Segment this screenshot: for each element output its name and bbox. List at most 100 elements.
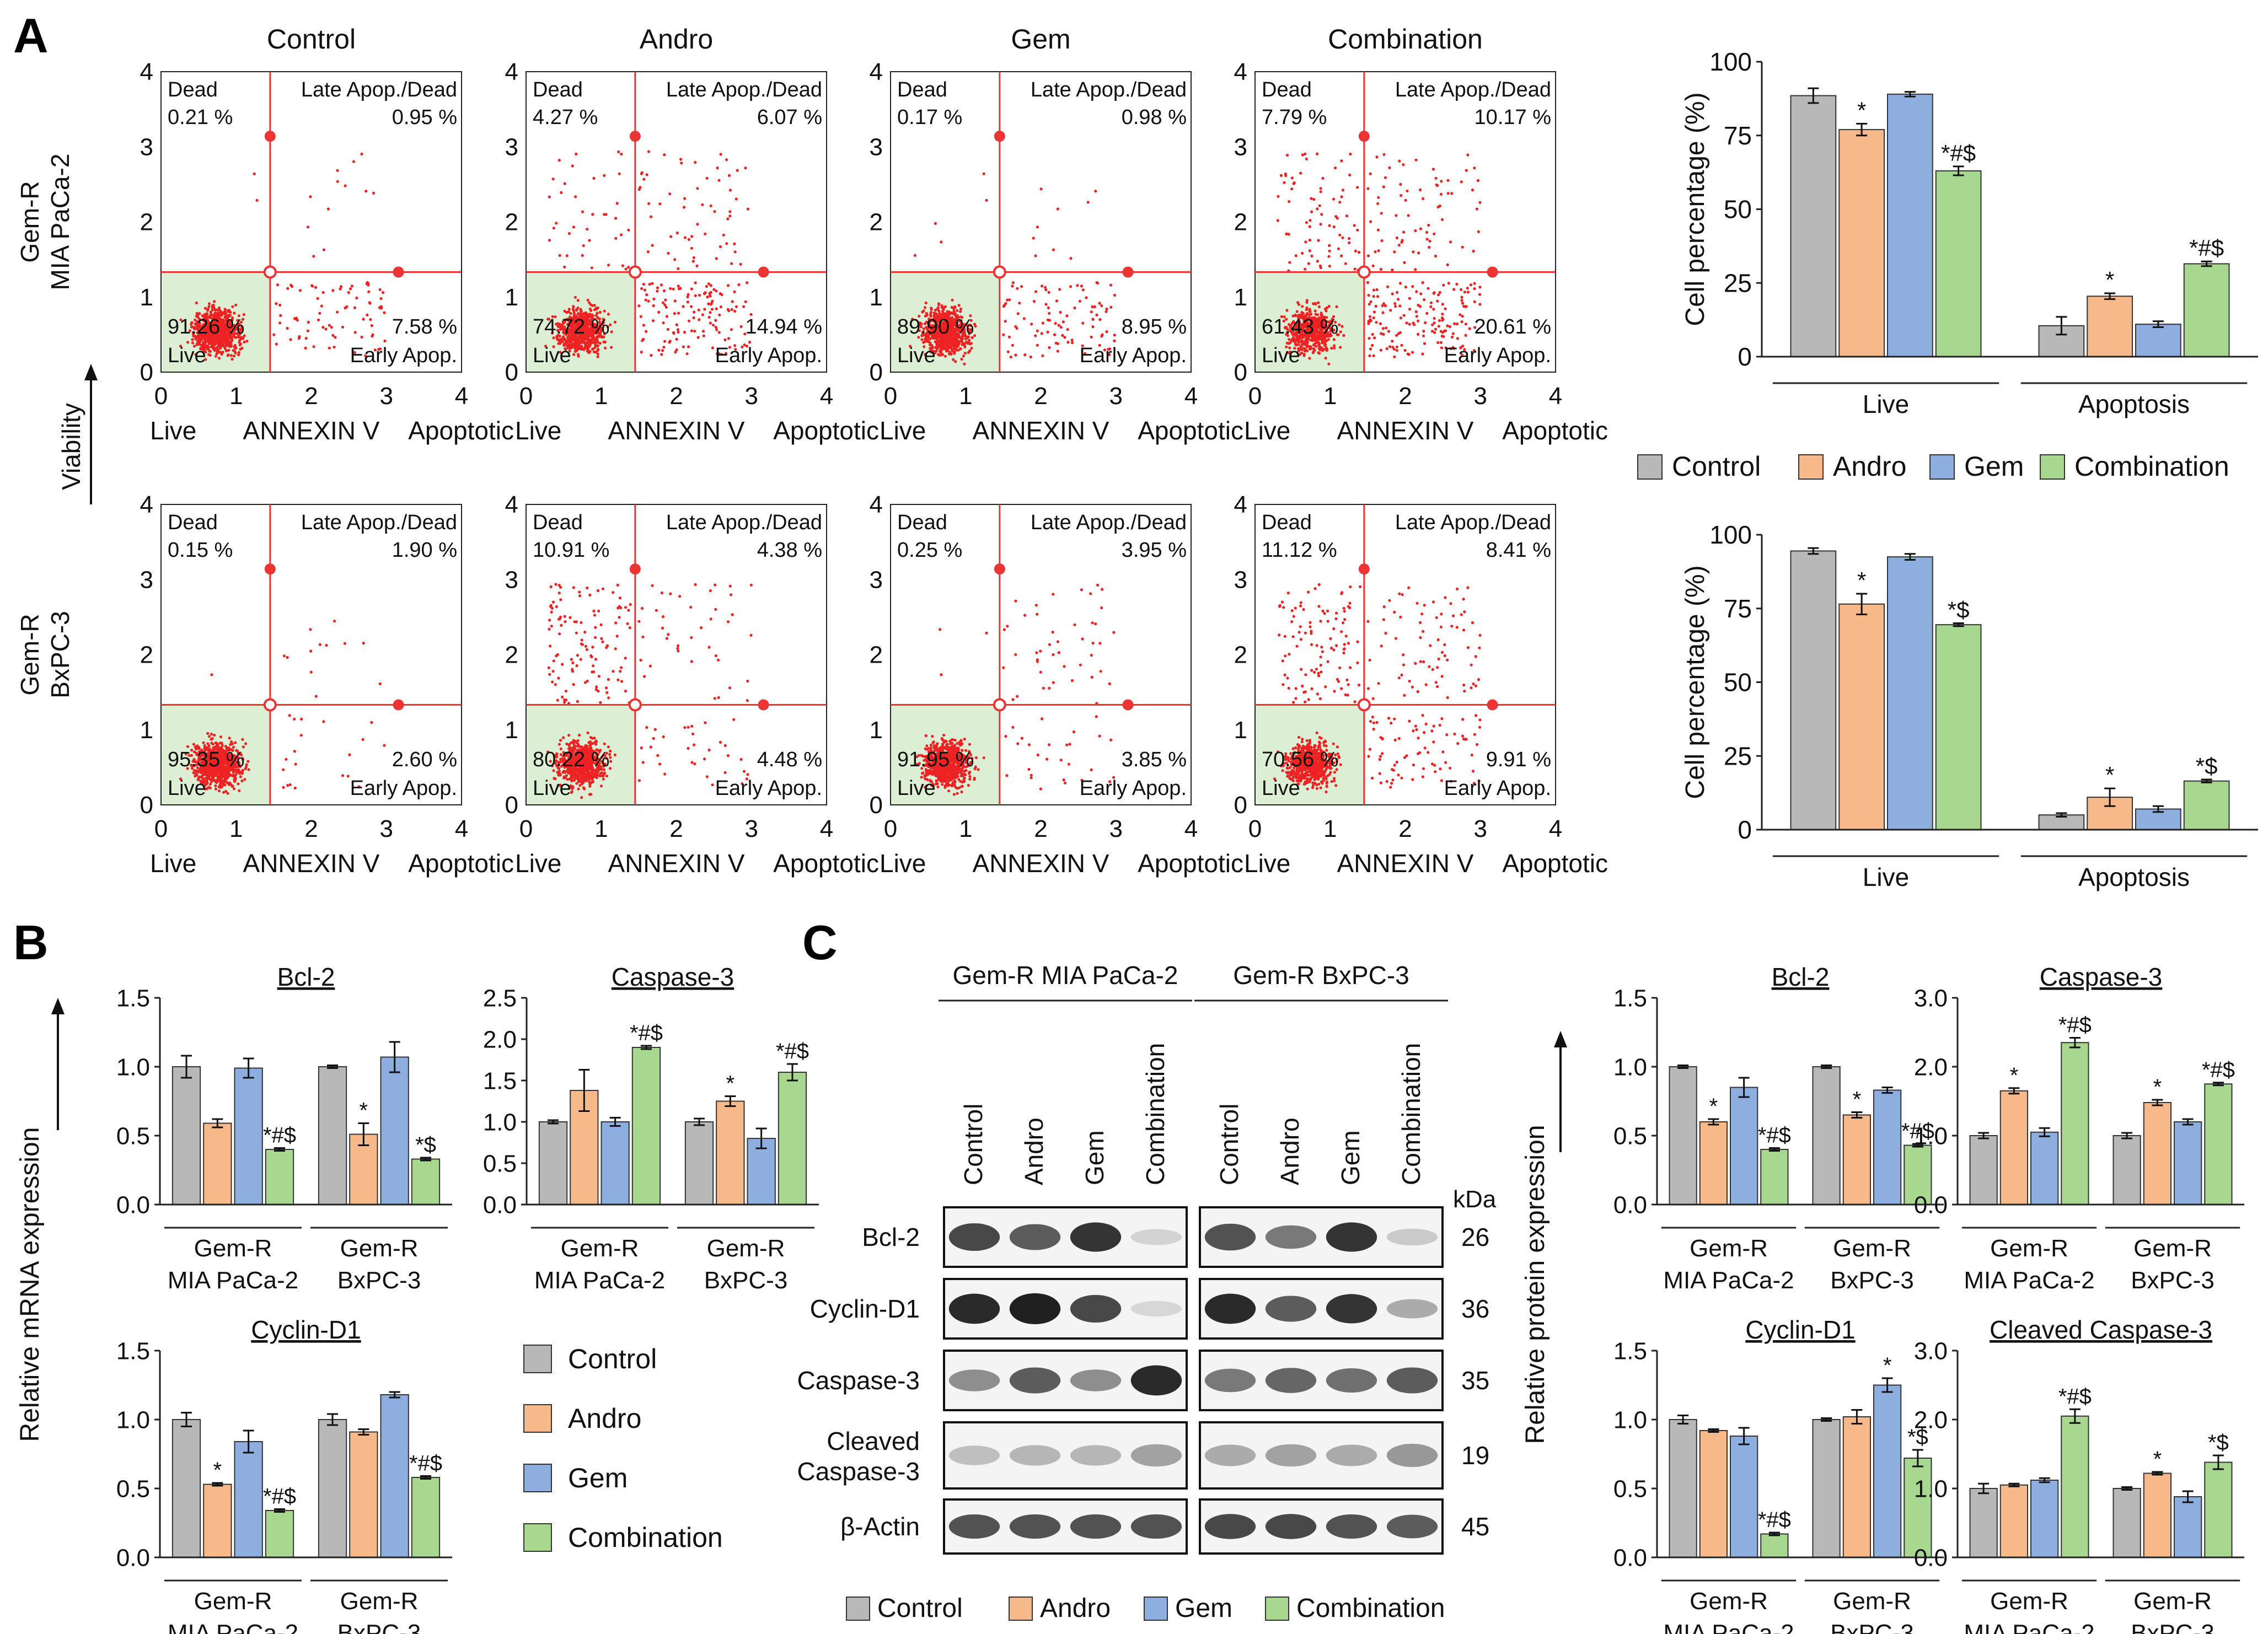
scatter-point: [557, 159, 561, 162]
scatter-point: [1288, 200, 1291, 203]
scatter-point: [1358, 251, 1361, 254]
quadrant-label-late: Late Apop./Dead: [666, 78, 822, 101]
scatter-point: [1379, 322, 1382, 325]
scatter-point: [683, 197, 687, 200]
scatter-point: [378, 682, 382, 685]
scatter-point: [1301, 305, 1304, 308]
panel-letter-a: A: [13, 8, 49, 63]
scatter-point: [1398, 331, 1402, 334]
scatter-point: [594, 743, 598, 746]
scatter-point: [719, 153, 722, 156]
scatter-point: [948, 311, 952, 314]
scatter-point: [939, 343, 942, 347]
scatter-point: [1444, 307, 1447, 310]
scatter-point: [367, 290, 371, 293]
scatter-point: [1366, 254, 1370, 257]
scatter-point: [934, 222, 937, 225]
quadrant-label-dead: Dead: [897, 78, 947, 101]
scatter-point: [691, 732, 695, 735]
scatter-point: [934, 308, 937, 312]
scatter-point: [974, 325, 977, 328]
scatter-point: [346, 775, 350, 778]
scatter-point: [314, 695, 318, 698]
scatter-point: [1401, 239, 1404, 242]
scatter-point: [1431, 168, 1435, 171]
scatter-point: [353, 306, 357, 309]
scatter-point: [1312, 302, 1315, 305]
scatter-point: [1048, 346, 1051, 350]
scatter-point: [1332, 338, 1336, 341]
scatter-point: [572, 311, 576, 315]
scatter-point: [1422, 197, 1425, 200]
scatter-point: [696, 187, 699, 190]
scatter-point: [1337, 247, 1341, 250]
y-tick-label: 3: [870, 133, 883, 160]
quadrant-label-early: Early Apop.: [1080, 344, 1187, 367]
scatter-point: [963, 343, 966, 347]
scatter-point: [293, 317, 296, 320]
scatter-point: [291, 285, 294, 288]
y-tick-label: 0: [140, 792, 153, 819]
x-tick-label: 0: [154, 815, 168, 842]
scatter-point: [1302, 347, 1306, 350]
condition-title: Gem: [1011, 24, 1070, 55]
scatter-point: [575, 345, 578, 348]
scatter-point: [1391, 340, 1394, 343]
scatter-point: [663, 153, 666, 157]
scatter-point: [1368, 315, 1371, 318]
scatter-point: [364, 190, 368, 193]
scatter-point: [223, 347, 227, 350]
scatter-point: [223, 308, 227, 311]
scatter-point: [1328, 224, 1331, 227]
quadrant-value-live: 89.90 %: [897, 315, 974, 338]
scatter-point: [206, 772, 210, 776]
scatter-point: [722, 233, 725, 237]
scatter-point: [1340, 254, 1343, 257]
quadrant-value-live: 91.26 %: [168, 315, 244, 338]
scatter-point: [1285, 309, 1289, 312]
scatter-point: [1321, 176, 1325, 180]
scatter-point: [663, 340, 667, 343]
scatter-point: [668, 341, 671, 344]
cell-line-label: BxPC-3: [46, 611, 74, 698]
scatter-point: [1382, 153, 1386, 156]
scatter-point: [1319, 190, 1322, 194]
scatter-point: [241, 318, 245, 321]
scatter-point: [720, 293, 723, 297]
scatter-point: [920, 338, 924, 341]
scatter-point: [589, 339, 593, 342]
scatter-point: [673, 299, 677, 303]
scatter-point: [584, 345, 587, 348]
scatter-point: [726, 620, 730, 624]
scatter-point: [985, 198, 988, 202]
scatter-point: [1460, 320, 1463, 324]
scatter-point: [578, 590, 581, 594]
scatter-point: [214, 787, 217, 791]
scatter-point: [733, 250, 737, 254]
scatter-point: [381, 291, 385, 294]
scatter-point: [594, 343, 597, 347]
scatter-point: [1061, 320, 1065, 324]
quadrant-value-early: 7.58 %: [392, 315, 457, 338]
scatter-point: [619, 670, 622, 673]
scatter-point: [620, 666, 623, 669]
scatter-point: [734, 305, 738, 308]
scatter-point: [723, 771, 727, 774]
scatter-point: [1338, 201, 1342, 204]
scatter-point: [341, 774, 345, 777]
scatter-point: [1380, 332, 1383, 335]
scatter-point: [1436, 205, 1440, 209]
scatter-point: [226, 309, 229, 313]
scatter-point: [650, 353, 653, 357]
scatter-point: [1478, 286, 1482, 289]
scatter-point: [936, 306, 940, 309]
scatter-point: [1436, 184, 1439, 187]
y-tick-label: 1: [140, 284, 153, 311]
scatter-point: [591, 347, 594, 351]
scatter-point: [690, 636, 693, 639]
scatter-point: [217, 785, 221, 788]
scatter-point: [322, 720, 325, 723]
scatter-point: [943, 312, 946, 315]
scatter-point: [937, 346, 940, 349]
scatter-point: [1441, 331, 1444, 334]
